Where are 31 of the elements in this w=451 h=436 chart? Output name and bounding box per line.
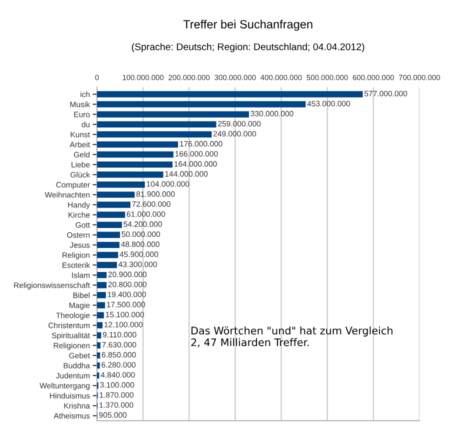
bar	[96, 202, 130, 208]
bar	[96, 161, 173, 168]
bar	[96, 352, 100, 359]
bar	[96, 292, 106, 298]
bar	[96, 171, 164, 178]
bar	[96, 131, 212, 138]
bar	[96, 282, 107, 288]
bar	[96, 121, 216, 128]
bar	[96, 151, 174, 158]
bar	[96, 242, 120, 248]
chart-title: Treffer bei Suchanfragen	[183, 20, 312, 31]
chart-subtitle: (Sprache: Deutsch; Region: Deutschland; 04.04.2012)	[132, 43, 364, 52]
bar	[96, 111, 249, 118]
bar	[96, 312, 104, 318]
bar	[96, 182, 145, 188]
bar	[96, 192, 135, 198]
bar	[96, 302, 106, 308]
bar	[96, 141, 178, 148]
bar	[96, 322, 103, 328]
bar	[96, 222, 122, 228]
bar	[96, 272, 107, 278]
bar	[96, 262, 117, 268]
bar	[96, 212, 126, 218]
bar	[96, 332, 102, 338]
bar	[96, 101, 306, 108]
bar	[96, 91, 363, 98]
bar	[96, 362, 100, 369]
bar	[96, 252, 118, 258]
bar	[96, 232, 120, 238]
bar	[96, 342, 100, 349]
annotation: Das Wörtchen "und" hat zum Vergleich 2, 47 Milliarden Treffer.	[191, 326, 392, 348]
